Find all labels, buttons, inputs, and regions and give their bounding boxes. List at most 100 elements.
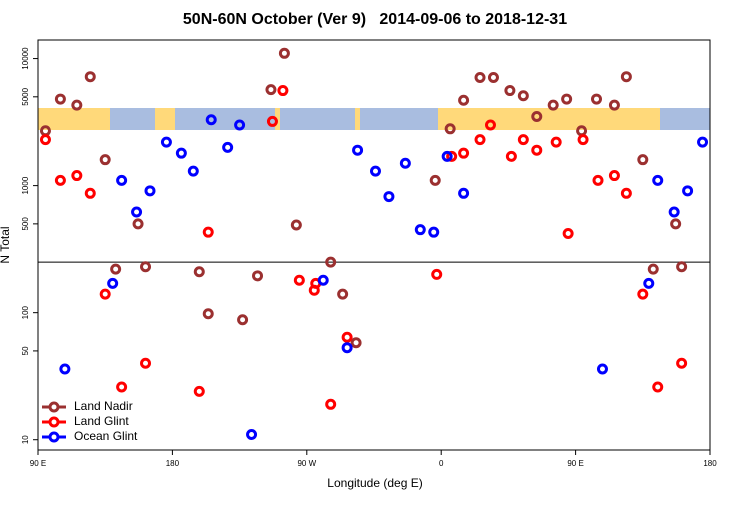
point <box>290 219 302 231</box>
point <box>252 270 264 282</box>
legend-marker <box>48 401 60 413</box>
point <box>71 99 83 111</box>
point <box>277 85 289 97</box>
point <box>352 144 364 156</box>
point <box>414 224 426 236</box>
point <box>446 150 458 162</box>
point <box>116 174 128 186</box>
point <box>325 256 337 268</box>
map-ocean <box>360 108 438 130</box>
point <box>107 277 119 289</box>
point <box>592 174 604 186</box>
point <box>202 308 214 320</box>
y-tick-label: 1000 <box>21 176 30 194</box>
point <box>246 428 258 440</box>
point <box>670 218 682 230</box>
legend-label: Land Nadir <box>74 399 133 413</box>
point <box>278 47 290 59</box>
point <box>337 288 349 300</box>
point <box>458 147 470 159</box>
y-tick-label: 500 <box>21 217 30 231</box>
point <box>484 119 496 131</box>
x-tick-label: 180 <box>703 459 717 468</box>
point <box>234 119 246 131</box>
plot-frame <box>37 39 711 451</box>
point <box>474 134 486 146</box>
point <box>193 266 205 278</box>
point <box>652 174 664 186</box>
point <box>561 93 573 105</box>
point <box>383 191 395 203</box>
x-tick-label: 0 <box>439 459 444 468</box>
legend-label: Ocean Glint <box>74 429 138 443</box>
point <box>458 94 470 106</box>
point <box>676 357 688 369</box>
point <box>458 187 470 199</box>
point <box>620 187 632 199</box>
point <box>144 185 156 197</box>
point <box>110 263 122 275</box>
point <box>637 288 649 300</box>
point <box>428 226 440 238</box>
y-tick-label: 5000 <box>21 87 30 105</box>
point <box>205 114 217 126</box>
x-tick-label: 90 E <box>30 459 46 468</box>
point <box>596 363 608 375</box>
point <box>325 398 337 410</box>
point <box>116 381 128 393</box>
point <box>577 134 589 146</box>
point <box>591 93 603 105</box>
point <box>140 357 152 369</box>
point <box>222 141 234 153</box>
point <box>550 136 562 148</box>
map-strip <box>38 108 710 130</box>
y-tick-label: 10000 <box>21 47 30 70</box>
point <box>237 314 249 326</box>
point <box>84 71 96 83</box>
point <box>99 154 111 166</box>
point <box>682 185 694 197</box>
point <box>697 136 709 148</box>
point <box>59 363 71 375</box>
point <box>668 206 680 218</box>
point <box>399 157 411 169</box>
legend-label: Land Glint <box>74 414 129 428</box>
map-ocean <box>110 108 155 130</box>
point <box>202 226 214 238</box>
point <box>517 90 529 102</box>
point <box>132 218 144 230</box>
point <box>54 93 66 105</box>
point <box>547 99 559 111</box>
point <box>562 227 574 239</box>
map-ocean <box>660 108 710 130</box>
point <box>576 125 588 137</box>
point <box>369 165 381 177</box>
point <box>265 84 277 96</box>
point <box>637 154 649 166</box>
point <box>487 71 499 83</box>
point <box>293 274 305 286</box>
point <box>71 170 83 182</box>
point <box>193 385 205 397</box>
point <box>620 71 632 83</box>
point <box>160 136 172 148</box>
x-tick-label: 90 W <box>297 459 316 468</box>
point <box>140 261 152 273</box>
point <box>429 174 441 186</box>
y-tick-label: 100 <box>21 305 30 319</box>
point <box>647 263 659 275</box>
point <box>652 381 664 393</box>
point <box>341 331 353 343</box>
point <box>444 123 456 135</box>
point <box>175 147 187 159</box>
point <box>341 342 353 354</box>
point <box>504 85 516 97</box>
chart-title: 50N-60N October (Ver 9) 2014-09-06 to 20… <box>183 11 567 28</box>
x-axis-label: Longitude (deg E) <box>327 476 422 490</box>
y-tick-label: 50 <box>21 346 30 355</box>
point <box>99 288 111 300</box>
point <box>441 150 453 162</box>
map-ocean <box>280 108 355 130</box>
